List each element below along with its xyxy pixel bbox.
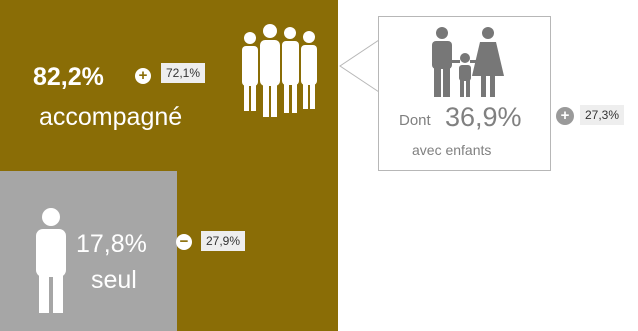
plus-icon: + [556, 107, 574, 125]
accompanied-label: accompagné [39, 103, 182, 132]
minus-icon: − [176, 234, 192, 250]
accompanied-percent: 82,2% [33, 63, 104, 92]
alone-percent: 17,8% [76, 230, 147, 259]
children-change-badge: 27,3% [580, 105, 624, 125]
group-people-icon [236, 21, 324, 119]
children-percent: 36,9% [445, 102, 522, 133]
alone-change-badge: 27,9% [201, 231, 245, 251]
alone-label: seul [91, 266, 137, 295]
family-icon [426, 26, 506, 98]
accompanied-change-badge: 72,1% [161, 63, 205, 83]
plus-icon: + [135, 68, 151, 84]
children-prefix: Dont [399, 112, 431, 129]
person-icon [30, 207, 72, 315]
callout-pointer [338, 40, 380, 100]
children-label: avec enfants [412, 142, 491, 158]
